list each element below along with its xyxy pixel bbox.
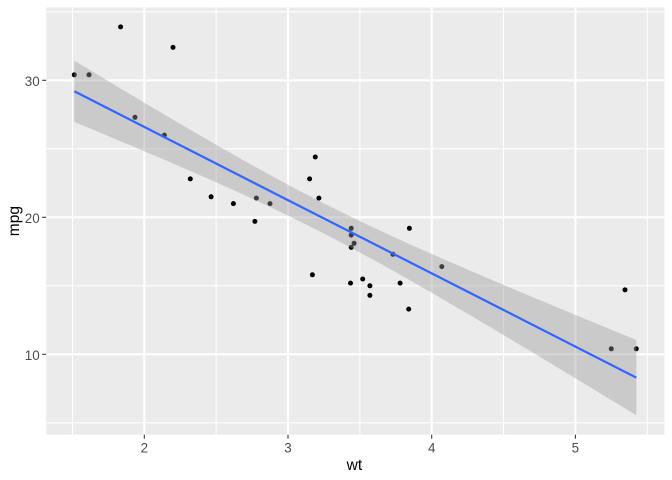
svg-text:wt: wt	[346, 457, 363, 474]
svg-text:20: 20	[25, 211, 40, 226]
svg-text:3: 3	[284, 441, 291, 456]
svg-text:2: 2	[141, 441, 148, 456]
svg-text:5: 5	[572, 441, 579, 456]
svg-text:4: 4	[428, 441, 436, 456]
svg-text:30: 30	[25, 74, 40, 89]
svg-text:mpg: mpg	[6, 206, 23, 236]
svg-text:10: 10	[25, 348, 40, 363]
